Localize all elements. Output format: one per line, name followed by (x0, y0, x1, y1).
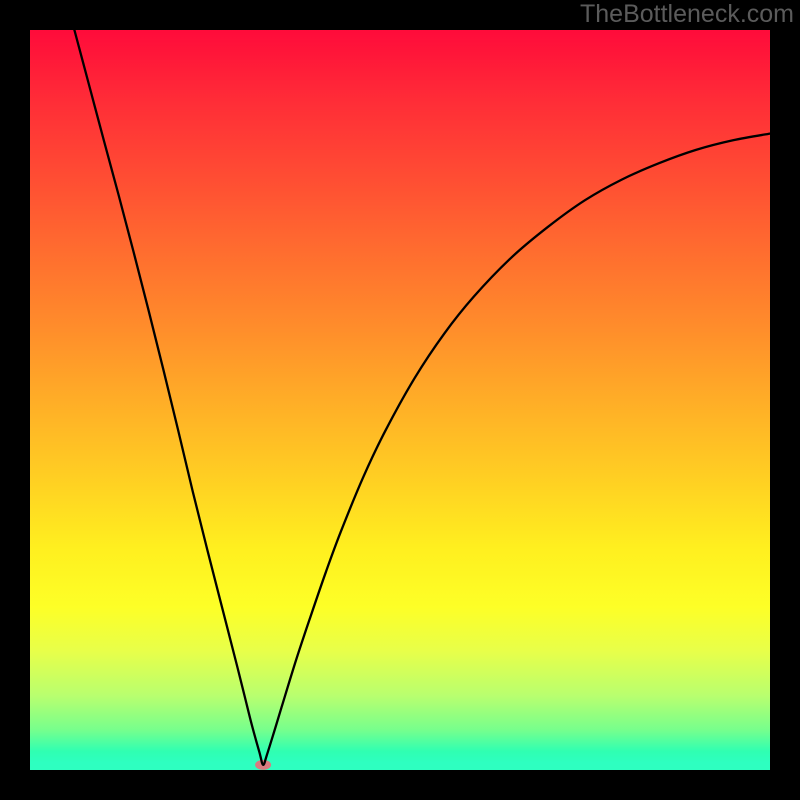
chart-container: TheBottleneck.com (0, 0, 800, 800)
bottleneck-chart (0, 0, 800, 800)
plot-gradient-background (30, 30, 770, 770)
